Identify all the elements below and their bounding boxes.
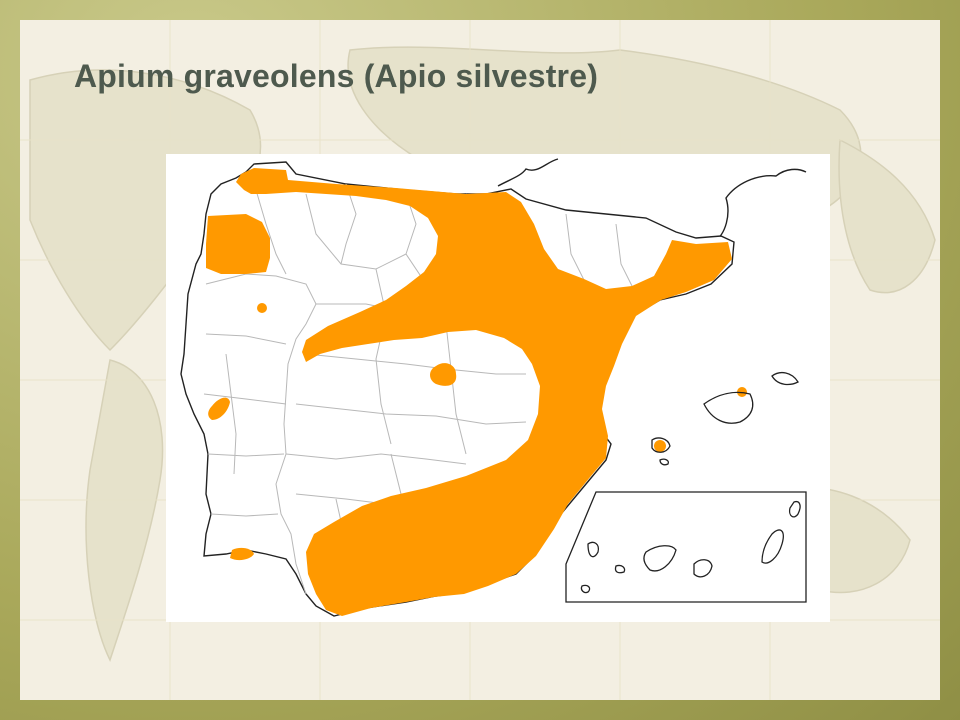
distribution-map (166, 154, 830, 622)
balearic-islands (651, 371, 799, 466)
france-border (497, 158, 807, 243)
slide-title: Apium graveolens (Apio silvestre) (74, 58, 599, 94)
canary-islands-inset (565, 491, 807, 603)
slide: Apium graveolens (Apio silvestre) (20, 20, 940, 700)
distribution-area (206, 168, 747, 616)
